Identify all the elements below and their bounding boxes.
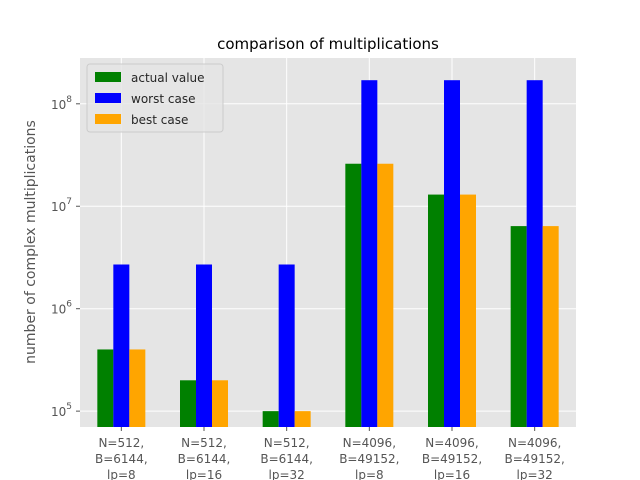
legend: actual value worst case best case: [86, 63, 224, 133]
y-tick-label: 106: [51, 300, 72, 317]
legend-swatch: [95, 72, 121, 82]
x-tick-label: N=4096, B=49152, lp=32: [505, 436, 565, 480]
y-tick-label: 105: [51, 402, 72, 419]
y-axis-label: number of complex multiplications: [23, 120, 39, 364]
legend-swatch: [95, 114, 121, 124]
bar: [129, 349, 146, 427]
bar: [97, 349, 114, 427]
bar: [113, 264, 130, 427]
bar: [180, 380, 196, 427]
legend-label: worst case: [131, 92, 195, 106]
y-axis-ticks: 105 106 107 108: [51, 95, 80, 419]
bar: [345, 163, 362, 428]
bar: [294, 411, 311, 427]
bar: [377, 163, 394, 428]
bars: [97, 80, 559, 428]
bar: [460, 194, 476, 427]
bar: [510, 226, 527, 427]
bar: [278, 264, 295, 427]
chart-title: comparison of multiplications: [217, 35, 439, 53]
legend-label: best case: [131, 113, 188, 127]
x-tick-label: N=512, B=6144, lp=16: [178, 436, 231, 480]
x-tick-label: N=512, B=6144, lp=32: [260, 436, 313, 480]
x-tick-label: N=4096, B=49152, lp=16: [422, 436, 482, 480]
bar: [361, 80, 378, 427]
bar: [542, 226, 559, 427]
y-tick-label: 107: [51, 197, 72, 214]
legend-label: actual value: [131, 71, 205, 85]
bar: [262, 411, 279, 427]
bar: [196, 264, 212, 427]
bar: [526, 80, 543, 427]
bar: [428, 194, 444, 427]
y-tick-label: 108: [51, 95, 72, 112]
x-tick-label: N=512, B=6144, lp=8: [95, 436, 148, 480]
bar: [212, 380, 228, 427]
x-tick-label: N=4096, B=49152, lp=8: [339, 436, 399, 480]
x-axis-ticks: N=512, B=6144, lp=8 N=512, B=6144, lp=16 N=512…: [95, 427, 565, 480]
bar: [444, 80, 460, 427]
legend-swatch: [95, 93, 121, 103]
